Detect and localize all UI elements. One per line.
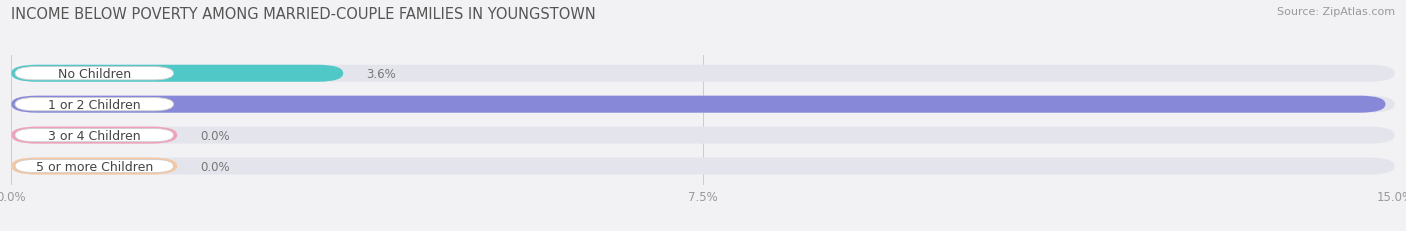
- FancyBboxPatch shape: [11, 96, 1385, 113]
- FancyBboxPatch shape: [11, 65, 1395, 82]
- Text: 1 or 2 Children: 1 or 2 Children: [48, 98, 141, 111]
- FancyBboxPatch shape: [11, 96, 1395, 113]
- Text: 3.6%: 3.6%: [367, 67, 396, 80]
- FancyBboxPatch shape: [15, 160, 173, 173]
- FancyBboxPatch shape: [15, 129, 173, 142]
- FancyBboxPatch shape: [15, 98, 173, 111]
- FancyBboxPatch shape: [11, 158, 177, 175]
- FancyBboxPatch shape: [11, 65, 343, 82]
- Text: 5 or more Children: 5 or more Children: [35, 160, 153, 173]
- Text: 0.0%: 0.0%: [200, 160, 231, 173]
- FancyBboxPatch shape: [15, 67, 173, 81]
- Text: 0.0%: 0.0%: [200, 129, 231, 142]
- Text: No Children: No Children: [58, 67, 131, 80]
- FancyBboxPatch shape: [11, 127, 1395, 144]
- FancyBboxPatch shape: [11, 158, 1395, 175]
- Text: Source: ZipAtlas.com: Source: ZipAtlas.com: [1277, 7, 1395, 17]
- Text: 3 or 4 Children: 3 or 4 Children: [48, 129, 141, 142]
- FancyBboxPatch shape: [11, 127, 177, 144]
- Text: INCOME BELOW POVERTY AMONG MARRIED-COUPLE FAMILIES IN YOUNGSTOWN: INCOME BELOW POVERTY AMONG MARRIED-COUPL…: [11, 7, 596, 22]
